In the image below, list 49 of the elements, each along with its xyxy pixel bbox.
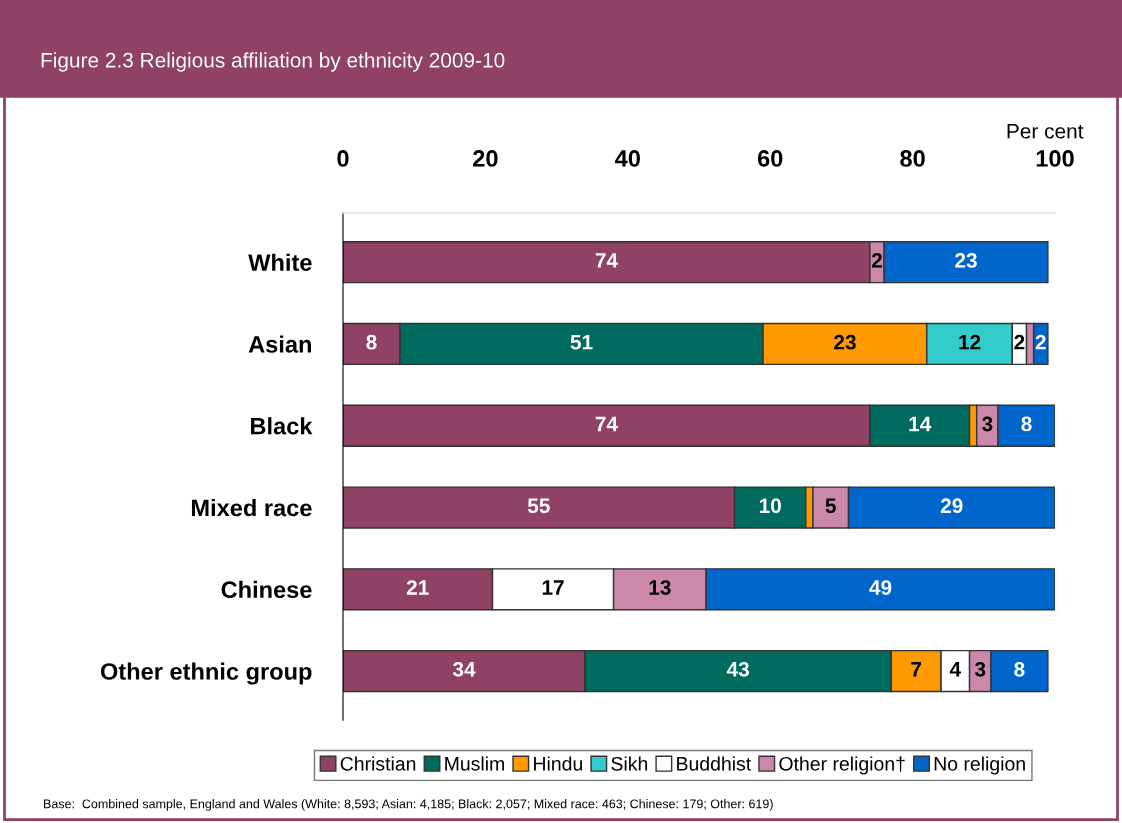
- data-label: 7: [911, 662, 922, 677]
- data-label: 2: [1014, 334, 1025, 350]
- data-label: 14: [909, 416, 932, 432]
- data-label: 2: [1035, 334, 1046, 350]
- x-tick-label: 80: [900, 150, 925, 167]
- data-label: 8: [1014, 661, 1025, 677]
- data-label: 49: [869, 580, 892, 595]
- data-label: 21: [406, 580, 429, 595]
- y-tick-label: Other ethnic group: [100, 662, 312, 685]
- data-label: 8: [1021, 416, 1032, 432]
- data-label: 23: [834, 334, 856, 350]
- legend-label: No religion: [934, 756, 1025, 775]
- y-tick-label: Asian: [248, 335, 311, 353]
- y-tick-label: White: [248, 253, 312, 272]
- x-axis-title: Per cent: [1007, 124, 1084, 139]
- legend-label: Other religion†: [779, 756, 905, 775]
- data-label: 2: [871, 253, 882, 268]
- data-label: 23: [955, 253, 977, 268]
- data-label: 12: [959, 334, 981, 350]
- x-tick-label: 40: [615, 150, 640, 167]
- data-label: 4: [949, 662, 961, 677]
- data-label: 10: [759, 498, 781, 514]
- data-label: 13: [649, 580, 671, 595]
- data-label: 55: [527, 498, 550, 514]
- data-label: 5: [825, 498, 836, 514]
- text: Base: Combined sample, England and Wales (White: 8,593; Asian: 4,185; Black: 2,057; Mixed race: 463; Chinese: 179; Other: 619): [44, 799, 773, 811]
- data-label: 8: [366, 334, 377, 350]
- x-tick-label: 0: [337, 150, 349, 167]
- y-tick-label: Chinese: [221, 580, 312, 599]
- data-label: 34: [452, 661, 476, 677]
- data-label: 29: [940, 498, 963, 514]
- data-label: 74: [595, 416, 618, 432]
- x-tick-label: 100: [1036, 150, 1074, 167]
- data-label: 74: [595, 253, 618, 268]
- data-label: 51: [570, 335, 593, 350]
- legend-label: Sikh: [611, 756, 648, 771]
- chart-title: Figure 2.3 Religious affiliation by ethnicity 2009-10: [41, 52, 505, 72]
- data-label: 43: [726, 661, 749, 677]
- legend-label: Hindu: [534, 756, 582, 771]
- legend-label: Christian: [340, 756, 416, 771]
- y-tick-label: Mixed race: [191, 498, 312, 517]
- data-label: 3: [974, 661, 986, 677]
- legend-label: Buddhist: [677, 756, 752, 771]
- x-tick-label: 60: [757, 150, 783, 167]
- y-tick-label: Black: [251, 417, 313, 435]
- data-label: 17: [542, 580, 564, 595]
- x-tick-label: 20: [473, 150, 498, 167]
- legend-label: Muslim: [445, 756, 504, 771]
- data-label: 3: [982, 416, 993, 432]
